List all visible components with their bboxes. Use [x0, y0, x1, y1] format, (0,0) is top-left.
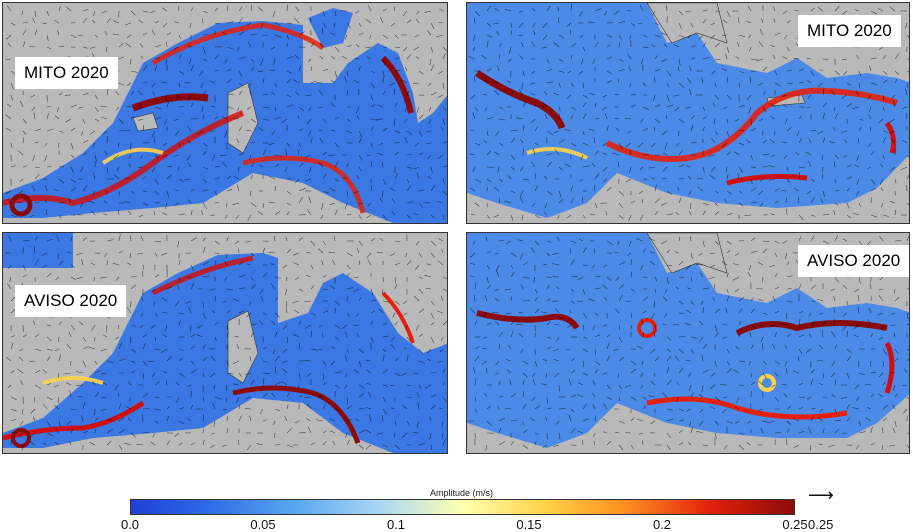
reference-arrow-icon: ⟶ [808, 485, 834, 505]
current-band [381, 291, 415, 344]
current-band [884, 121, 897, 154]
current-band [101, 147, 164, 165]
map-mito-west-svg [3, 4, 447, 223]
current-band [475, 70, 566, 130]
map-aviso-west-svg [3, 233, 447, 453]
current-band [42, 376, 104, 385]
current-band [476, 310, 580, 330]
map-mito-east-svg [467, 3, 909, 222]
map-panel-aviso-east: AVISO 2020 [466, 232, 910, 454]
colorbar: Amplitude (m/s) 0.0 0.05 0.1 0.15 0.2 0.25 ⟶ … [0, 480, 913, 532]
panel-label: AVISO 2020 [15, 285, 127, 317]
colorbar-tick-label: 0.05 [250, 517, 276, 532]
colorbar-gradient [130, 499, 795, 515]
map-panel-aviso-west: AVISO 2020 [2, 232, 448, 454]
current-band [605, 87, 898, 162]
land-island [132, 112, 159, 132]
eddy [9, 193, 33, 217]
colorbar-tick-label: 0.1 [386, 517, 406, 532]
current-band [884, 341, 895, 394]
land-peninsula [646, 3, 728, 44]
eddy [11, 428, 31, 448]
sea-area [308, 8, 353, 48]
panel-label: AVISO 2020 [798, 245, 909, 277]
map-panel-mito-east: MITO 2020 [466, 2, 910, 224]
colorbar-title: Amplitude (m/s) [430, 488, 494, 498]
current-band [380, 55, 414, 114]
colorbar-tick-label: 0.25 [782, 517, 808, 532]
map-aviso-east-svg [467, 233, 909, 451]
reference-arrow-value: 0.25 [808, 517, 834, 532]
sea-area [3, 233, 73, 268]
current-band [151, 22, 325, 66]
land-peninsula [646, 233, 728, 274]
colorbar-tick-label: 0.2 [652, 517, 672, 532]
eddy [758, 374, 776, 392]
colorbar-tick-label: 0.15 [516, 517, 542, 532]
current-band [242, 155, 366, 214]
current-band [151, 255, 254, 296]
panel-label: MITO 2020 [15, 57, 118, 89]
current-band [735, 320, 888, 336]
panel-label: MITO 2020 [798, 15, 901, 47]
current-band [131, 93, 209, 112]
land-island [227, 82, 259, 154]
colorbar-tick-label: 0.0 [120, 517, 140, 532]
current-band [526, 147, 588, 160]
sea-area [3, 253, 447, 453]
sea-area [467, 3, 909, 218]
map-panel-mito-west: MITO 2020 [2, 2, 448, 224]
eddy [637, 318, 657, 338]
